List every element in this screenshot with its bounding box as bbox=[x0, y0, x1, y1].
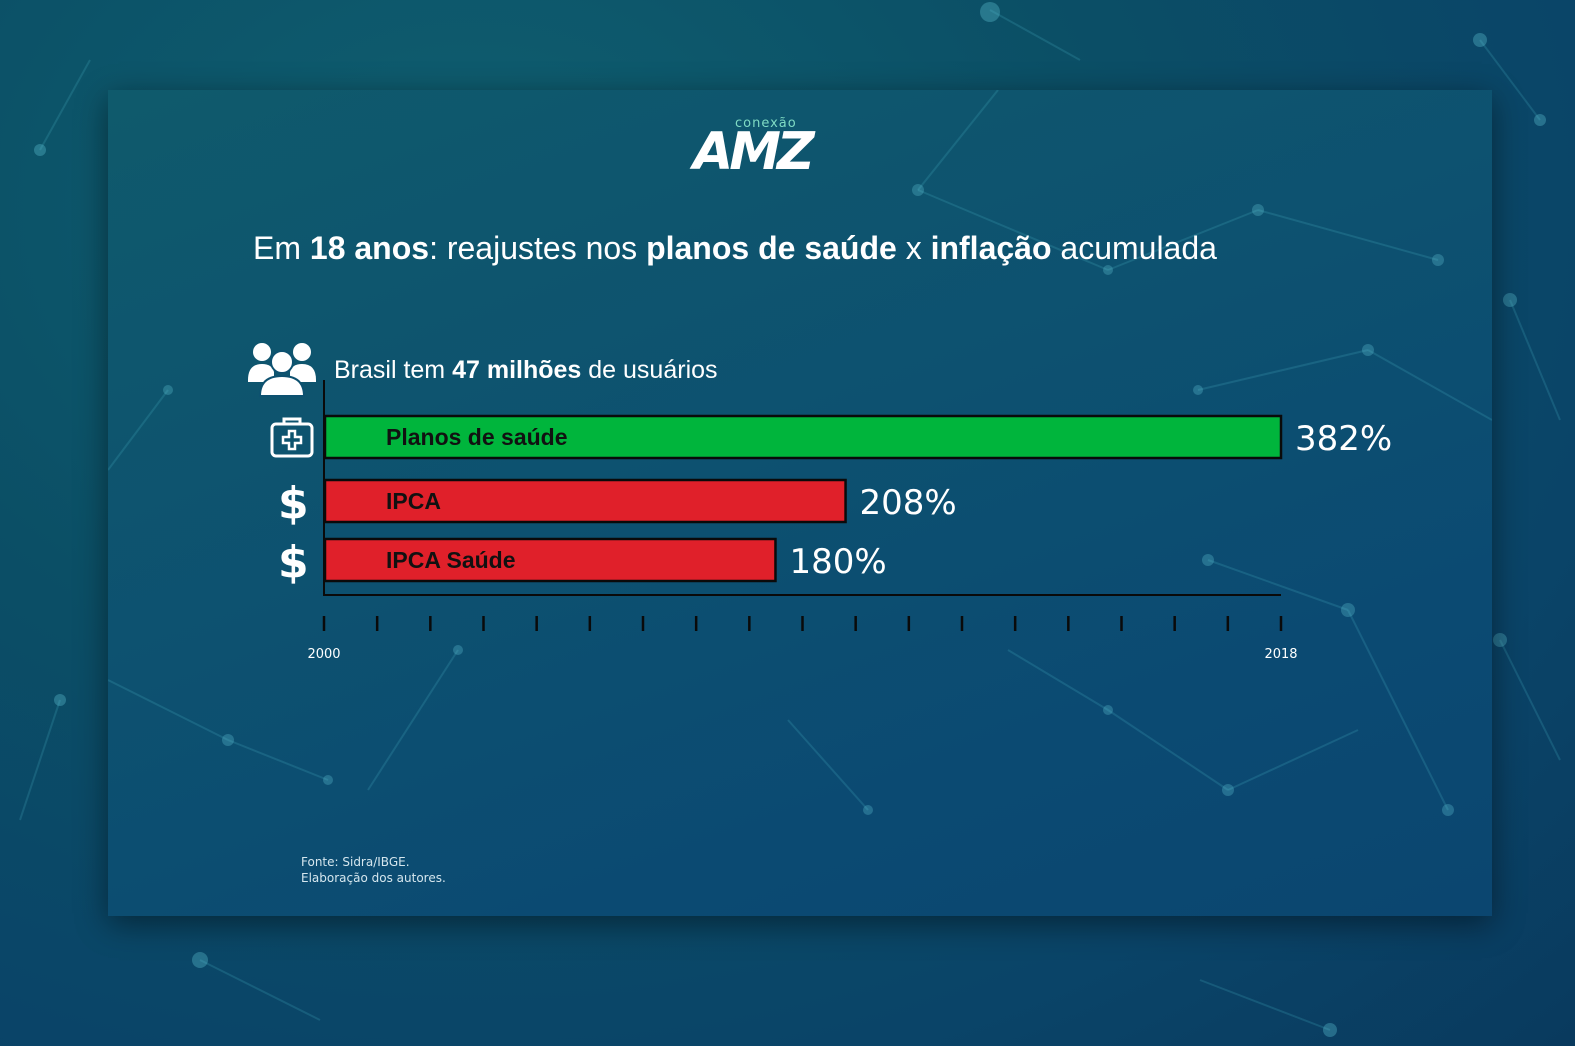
users-text-2: de usuários bbox=[581, 356, 718, 384]
source-note: Fonte: Sidra/IBGE. Elaboração dos autore… bbox=[301, 854, 446, 886]
bar-category-label: IPCA Saúde bbox=[386, 547, 516, 573]
users-row: Brasil tem 47 milhões de usuários bbox=[246, 338, 946, 398]
users-text-1: Brasil tem bbox=[334, 356, 453, 384]
medical-kit-icon bbox=[270, 417, 314, 458]
bar-category-label: Planos de saúde bbox=[386, 424, 568, 450]
card-network bbox=[108, 90, 1492, 816]
bar-1 bbox=[323, 414, 1283, 460]
bar-3 bbox=[323, 537, 777, 583]
users-group-icon bbox=[248, 343, 316, 397]
logo-wordmark: AMZ bbox=[693, 122, 815, 182]
users-count-text: Brasil tem 47 milhões de usuários bbox=[334, 356, 718, 385]
bar-value-label: 180% bbox=[789, 542, 886, 582]
bar-chart: $ $ Planos de saúde 382% IPCA 208% IPCA Saúd… bbox=[270, 380, 1392, 662]
bar-2 bbox=[323, 478, 847, 524]
headline-bold-1: 18 anos bbox=[309, 230, 430, 266]
brand-logo: conexão AMZ bbox=[693, 114, 823, 182]
logo-subtitle: conexão bbox=[735, 116, 797, 131]
headline-text-3: x bbox=[896, 230, 931, 266]
x-axis-start-label: 2000 bbox=[307, 647, 340, 662]
source-line-2: Elaboração dos autores. bbox=[301, 871, 446, 885]
users-count: 47 milhões bbox=[452, 356, 582, 384]
x-axis-ticks bbox=[322, 616, 1283, 631]
dollar-icon: $ bbox=[278, 478, 309, 529]
headline-text-2: : reajustes nos bbox=[429, 230, 647, 266]
headline-text-1: Em bbox=[253, 230, 310, 266]
bar-value-label: 208% bbox=[860, 483, 957, 523]
headline-bold-2: planos de saúde bbox=[646, 230, 897, 266]
source-line-1: Fonte: Sidra/IBGE. bbox=[301, 855, 410, 869]
headline: Em 18 anos: reajustes nos planos de saúd… bbox=[253, 230, 1353, 267]
headline-text-4: acumulada bbox=[1051, 230, 1217, 266]
bar-category-label: IPCA bbox=[386, 488, 441, 514]
bars-group: Planos de saúde 382% IPCA 208% IPCA Saúde 180… bbox=[323, 414, 1392, 583]
infographic-card: conexão AMZ Em 18 anos: reajustes nos pl… bbox=[108, 90, 1492, 916]
bar-value-label: 382% bbox=[1295, 419, 1392, 459]
x-axis-end-label: 2018 bbox=[1264, 647, 1297, 662]
headline-bold-3: inflação bbox=[930, 230, 1052, 266]
dollar-icon: $ bbox=[278, 537, 309, 588]
